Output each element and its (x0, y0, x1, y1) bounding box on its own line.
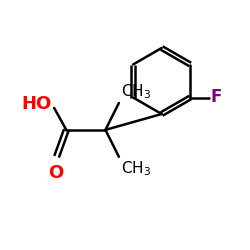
Text: HO: HO (21, 95, 51, 113)
Text: F: F (210, 88, 222, 106)
Text: O: O (48, 164, 63, 182)
Text: CH$_3$: CH$_3$ (121, 82, 152, 100)
Text: CH$_3$: CH$_3$ (121, 159, 152, 178)
